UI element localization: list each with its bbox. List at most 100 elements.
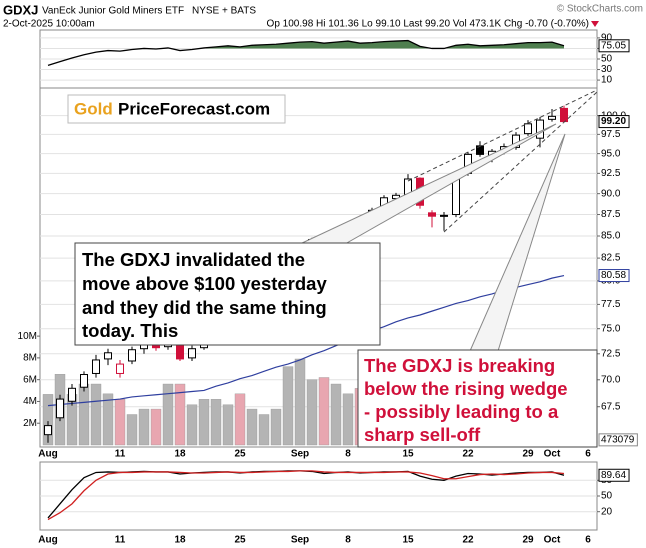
x-tick-label: 15 [402,449,414,460]
candle-body [80,374,88,388]
moving-average [47,274,565,407]
x-tick-label: 6 [585,535,591,546]
x-tick-label: 11 [115,535,126,546]
x-tick-label: Aug [38,535,57,546]
volume-bar [162,383,174,446]
x-tick-label: 29 [522,449,534,460]
callout-text: move above $100 yesterday [82,273,327,294]
candle-body [92,359,100,374]
callout-text: today. This [82,320,178,341]
logo-site: PriceForecast.com [118,99,270,118]
change-arrow [591,21,599,27]
last-value-box [598,115,630,129]
callout-text: sharp sell-off [364,424,481,445]
candle-body [152,345,160,349]
y-tick-label: 90 [601,33,613,44]
volume-bar [342,393,354,446]
volume-bar [114,399,126,446]
callout-text: - possibly leading to a [364,401,559,422]
volume-bar [42,394,54,446]
candle-body [56,398,64,419]
x-tick-label: Aug [38,449,57,460]
x-tick-label: 18 [174,449,186,460]
y-tick-label: 20 [601,506,613,517]
callout-text: The GDXJ invalidated the [82,249,305,270]
exchange: NYSE + BATS [192,6,256,17]
volume-bar [294,358,306,446]
last-value-box [598,269,630,283]
y-tick-label: 67.5 [601,401,621,412]
last-value-box [598,433,638,447]
volume-bar [198,399,210,446]
x-tick-label: 18 [174,535,186,546]
x-tick-label: 11 [115,449,126,460]
candle-body [44,425,52,436]
y-tick-label: 8M [23,353,37,364]
volume-bar [282,366,294,446]
last-value-label: 80.58 [601,270,626,281]
x-tick-label: 15 [402,535,414,546]
x-tick-label: Sep [291,535,309,546]
y-tick-label: 50 [601,54,613,65]
x-tick-label: 8 [345,449,351,460]
last-value-label: 75.05 [601,40,626,51]
copyright: © StockCharts.com [557,4,643,15]
y-tick-label: 10 [601,75,613,86]
x-tick-label: 29 [522,535,534,546]
indicator-line [47,39,565,66]
candle-body [428,212,436,217]
x-tick-label: Oct [544,535,561,546]
volume-bar [186,404,198,446]
date: 2-Oct-2025 10:00am [3,19,95,30]
last-value-tags: 99.20 80.58 473079 75.05 89.64 [598,39,638,482]
security-name: VanEck Junior Gold Miners ETF [42,6,184,17]
y-tick-label: 2M [23,418,37,429]
volume-bar [270,408,282,446]
callout-box [74,242,381,346]
logo-gold: Gold [74,99,113,118]
y-tick-label: 4M [23,396,37,407]
logo-box [67,94,286,124]
y-tick-label: 30 [601,64,613,75]
volume-bar [306,379,318,446]
y-tick-label: 87.5 [601,209,621,220]
candle-body [548,115,556,120]
last-value-label: 473079 [601,434,635,445]
x-tick-label: 25 [234,449,246,460]
x-tick-label: Oct [544,449,561,460]
y-tick-label: 82.5 [601,253,621,264]
y-tick-label: 70.0 [601,374,621,385]
y-tick-label: 10M [18,331,37,342]
candle-body [68,387,76,402]
candle-body [128,349,136,362]
last-value-label: 99.20 [601,116,626,127]
symbol: GDXJ [3,2,38,17]
callout-text: below the rising wedge [364,378,568,399]
x-tick-label: Sep [291,449,309,460]
x-tick-label: 8 [345,535,351,546]
last-value-box [598,468,630,482]
candle-body [188,348,196,359]
candle-body [440,214,448,217]
candle-body [536,119,544,139]
volume-bar [126,414,138,446]
callout-text: and they did the same thing [82,297,327,318]
volume-bar [102,393,114,446]
x-tick-label: 22 [462,449,474,460]
y-tick-label: 50 [601,491,613,502]
volume-bar [138,408,150,446]
y-tick-label: 92.5 [601,168,621,179]
volume-bar [150,408,162,446]
volume-bar [78,383,90,446]
volume-bar [330,383,342,446]
y-tick-label: 85.0 [601,231,621,242]
x-tick-label: 6 [585,449,591,460]
y-tick-label: 95.0 [601,148,621,159]
x-tick-label: 22 [462,535,474,546]
y-tick-label: 75.0 [601,323,621,334]
callout-text: The GDXJ is breaking [364,355,555,376]
y-tick-label: 6M [23,374,37,385]
y-tick-label: 77.5 [601,299,621,310]
